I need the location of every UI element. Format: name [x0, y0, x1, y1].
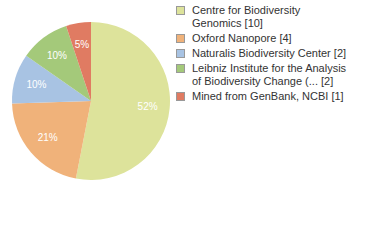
- html-text:Mined from GenBank, NCBI [1]: Mined from GenBank, NCBI [1]: [192, 90, 344, 102]
- svg-text:5%: 5%: [75, 39, 90, 50]
- svg-text:10%: 10%: [26, 79, 46, 90]
- html-text:Leibniz Institute for the Anal: Leibniz Institute for the Analysis of Bi…: [192, 62, 347, 87]
- svg-text:21%: 21%: [38, 132, 58, 143]
- html-text:Naturalis Biodiversity Center: Naturalis Biodiversity Center [2]: [192, 47, 347, 59]
- svg-text:10%: 10%: [47, 50, 67, 61]
- svg-text:52%: 52%: [138, 101, 158, 112]
- html-text:Centre for Biodiversity Genomi: Centre for Biodiversity Genomics [10]: [192, 4, 301, 29]
- html-text:Oxford Nanopore [4]: Oxford Nanopore [4]: [192, 32, 292, 44]
